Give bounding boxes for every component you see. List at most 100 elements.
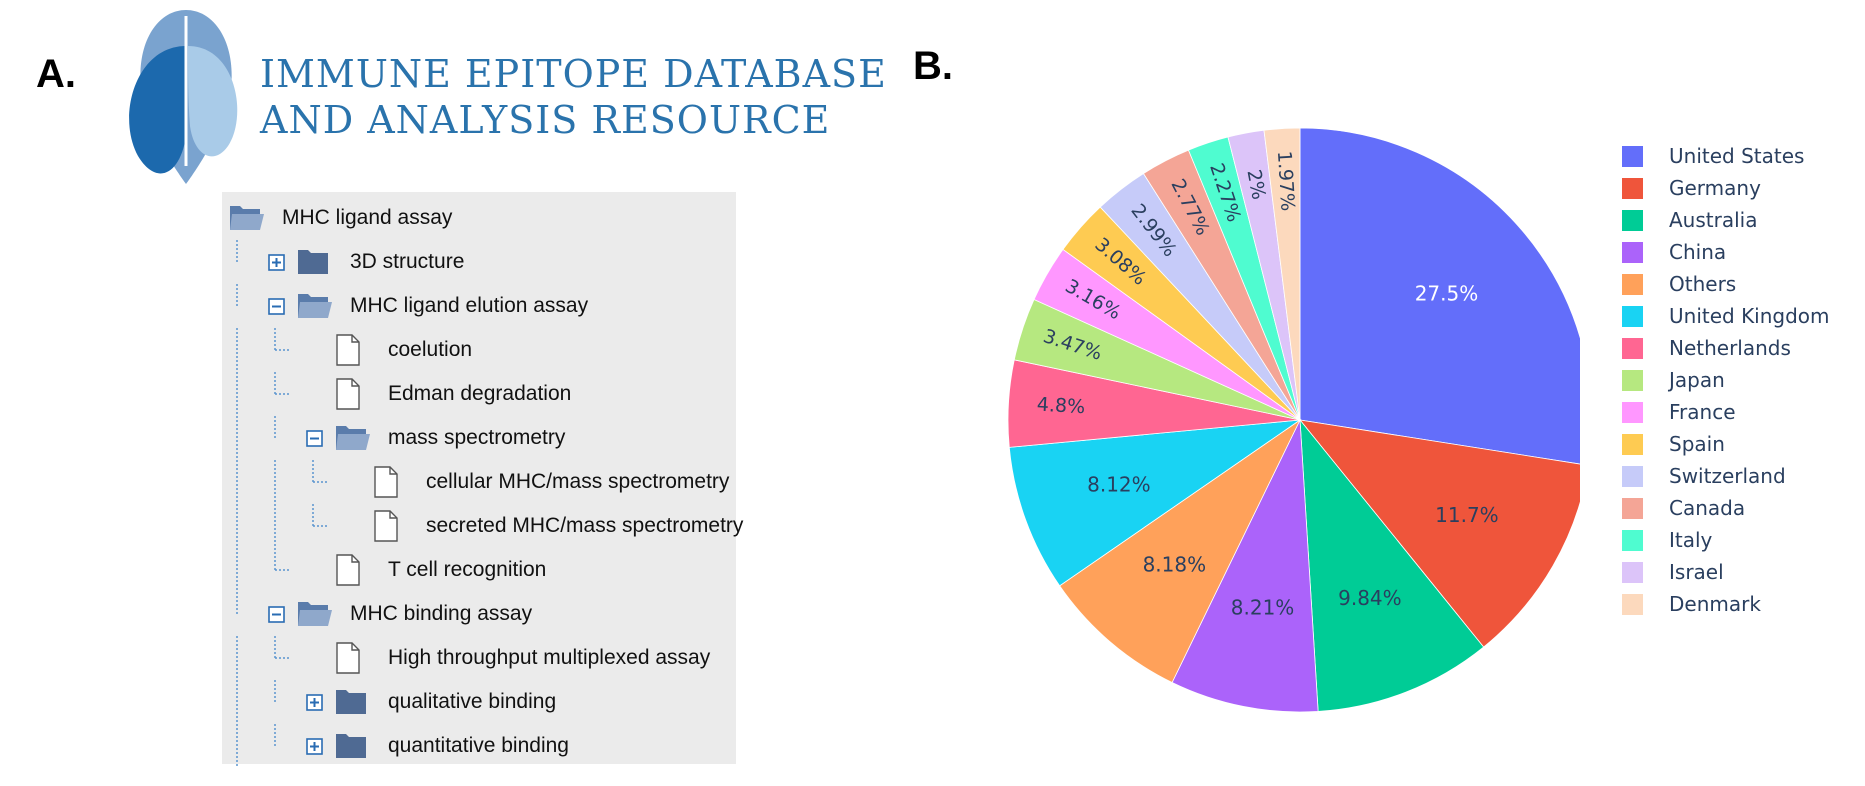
tree-row[interactable]: quantitative binding [222,724,736,768]
legend-label: United Kingdom [1669,304,1830,328]
tree-item-label: High throughput multiplexed assay [388,646,711,669]
folder-open-icon [298,294,332,318]
tree-row[interactable]: MHC binding assay [222,592,736,636]
tree-item-label: coelution [388,338,473,361]
legend-label: Spain [1669,432,1725,456]
legend-label: Germany [1669,176,1761,200]
tree-row[interactable]: secreted MHC/mass spectrometry [222,504,743,548]
expand-icon[interactable] [306,694,323,711]
folder-closed-icon [336,690,366,714]
tree-item-label: MHC binding assay [350,602,533,625]
collapse-icon[interactable] [268,298,285,315]
legend-item[interactable]: Israel [1622,556,1852,588]
legend-item[interactable]: France [1622,396,1852,428]
legend-item[interactable]: Australia [1622,204,1852,236]
legend-swatch [1622,306,1643,327]
legend-item[interactable]: Spain [1622,428,1852,460]
tree-guide-line [236,680,238,724]
tree-item-label: cellular MHC/mass spectrometry [426,470,730,493]
document-icon [336,642,360,674]
tree-guide-line [236,724,238,768]
folder-open-icon [298,602,332,626]
legend-label: Japan [1669,368,1725,392]
assay-tree: MHC ligand assay 3D structure MHC ligand e… [222,192,743,768]
legend-item[interactable]: Germany [1622,172,1852,204]
document-icon [374,510,398,542]
legend-label: Australia [1669,208,1758,232]
legend-item[interactable]: Japan [1622,364,1852,396]
legend-swatch [1622,274,1643,295]
tree-item-label: MHC ligand elution assay [350,294,589,317]
panel-a-label: A. [36,52,76,96]
tree-guide-line [274,328,290,351]
legend-swatch [1622,402,1643,423]
tree-row[interactable]: T cell recognition [222,548,736,592]
legend-item[interactable]: United Kingdom [1622,300,1852,332]
tree-row[interactable]: Edman degradation [222,372,736,416]
folder-open-icon [336,426,370,450]
legend-swatch [1622,146,1643,167]
legend-swatch [1622,178,1643,199]
legend-label: China [1669,240,1727,264]
legend-item[interactable]: Denmark [1622,588,1852,620]
legend-item[interactable]: Netherlands [1622,332,1852,364]
pie-slice-china[interactable] [1171,418,1319,713]
tree-row[interactable]: coelution [222,328,736,372]
pie-slice-denmark[interactable] [1263,127,1301,421]
tree-guide-line [274,680,276,702]
legend-label: Denmark [1669,592,1761,616]
legend-item[interactable]: Italy [1622,524,1852,556]
legend-item[interactable]: Switzerland [1622,460,1852,492]
tree-guide-line [274,724,276,746]
pie-slice-australia[interactable] [1299,418,1485,712]
legend-label: United States [1669,144,1805,168]
logo-title-line1: IMMUNE EPITOPE DATABASE [260,52,887,96]
legend-item[interactable]: China [1622,236,1852,268]
pie-slice-label: 8.18% [1143,553,1207,577]
pie-slice-others[interactable] [1059,418,1302,684]
tree-guide-line [312,504,328,527]
tree-row[interactable]: mass spectrometry [222,416,736,460]
tree-row[interactable]: cellular MHC/mass spectrometry [222,460,736,504]
tree-item-label: 3D structure [350,250,465,273]
expand-icon[interactable] [268,254,285,271]
tree-guide-line [274,372,290,395]
legend-item[interactable]: Canada [1622,492,1852,524]
tree-row[interactable]: qualitative binding [222,680,736,724]
legend-swatch [1622,242,1643,263]
tree-guide-line [236,328,238,372]
legend-label: France [1669,400,1736,424]
expand-icon[interactable] [306,738,323,755]
folder-closed-icon [336,734,366,758]
pie-slice-united-kingdom[interactable] [1008,419,1302,587]
tree-row[interactable]: MHC ligand assay [222,196,736,240]
legend-item[interactable]: Others [1622,268,1852,300]
tree-item-label: mass spectrometry [388,426,566,449]
tree-row[interactable]: High throughput multiplexed assay [222,636,736,680]
pie-slice-united-states[interactable] [1299,127,1580,465]
tree-guide-line [274,416,276,438]
iedb-logo: IMMUNE EPITOPE DATABASE AND ANALYSIS RES… [116,6,886,184]
tree-row[interactable]: 3D structure [222,240,736,284]
tree-guide-line [274,460,276,504]
pie-slice-label: 2% [1242,168,1269,202]
tree-guide-line [236,372,238,416]
tree-guide-line [274,504,276,548]
tree-item-label: quantitative binding [388,734,569,757]
tree-guide-line [236,240,238,262]
tree-item-label: Edman degradation [388,382,572,405]
legend-label: Others [1669,272,1737,296]
pie-slice-germany[interactable] [1299,419,1580,648]
tree-row[interactable]: MHC ligand elution assay [222,284,736,328]
tree-item-label: T cell recognition [388,558,547,581]
pie-slice-label: 27.5% [1415,281,1479,305]
legend-item[interactable]: United States [1622,140,1852,172]
country-pie-chart: 27.5%11.7%9.84%8.21%8.18%8.12%4.8%3.47%3… [1007,127,1580,713]
collapse-icon[interactable] [268,606,285,623]
tree-guide-line [236,416,238,460]
tree-item-label: MHC ligand assay [282,206,453,229]
collapse-icon[interactable] [306,430,323,447]
tree-guide-line [236,504,238,548]
tree-guide-line [274,548,290,571]
legend-label: Italy [1669,528,1713,552]
